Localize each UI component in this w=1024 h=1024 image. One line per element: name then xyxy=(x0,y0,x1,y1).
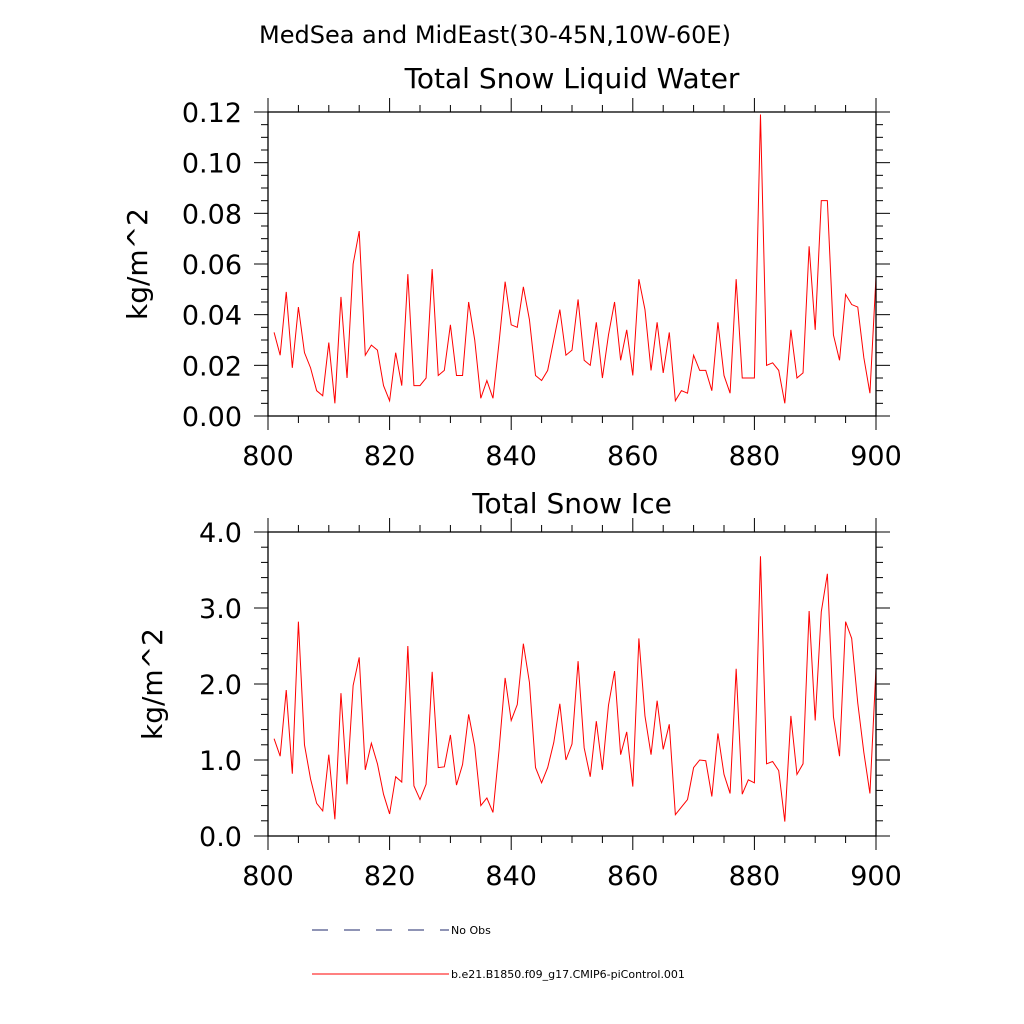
x-tick-labels: 800 820 840 860 880 900 xyxy=(242,861,902,892)
x-tick-labels: 800 820 840 860 880 900 xyxy=(242,441,902,472)
y-tick-label: 0.10 xyxy=(182,149,242,180)
x-tick-label: 880 xyxy=(729,861,781,892)
y-tick-label: 0.06 xyxy=(182,250,242,281)
figure-suptitle: MedSea and MidEast(30-45N,10W-60E) xyxy=(259,21,731,49)
legend-label: No Obs xyxy=(451,924,491,937)
panel-title: Total Snow Liquid Water xyxy=(404,62,740,95)
x-tick-label: 860 xyxy=(607,861,659,892)
y-tick-labels: 0.0 1.0 2.0 3.0 4.0 xyxy=(199,518,242,853)
legend: No Obs b.e21.B1850.f09_g17.CMIP6-piContr… xyxy=(312,924,685,981)
x-tick-label: 800 xyxy=(242,441,294,472)
panel-snow-liquid-water: Total Snow Liquid Water kg/m^2 800 820 840… xyxy=(121,62,902,472)
legend-label: b.e21.B1850.f09_g17.CMIP6-piControl.001 xyxy=(451,968,685,981)
x-tick-label: 820 xyxy=(364,441,416,472)
x-tick-label: 880 xyxy=(729,441,781,472)
series-layer xyxy=(273,556,877,822)
panel-snow-ice: Total Snow Ice kg/m^2 800 820 840 860 880 900… xyxy=(136,487,902,892)
y-axis-label: kg/m^2 xyxy=(136,628,169,740)
y-tick-label: 0.04 xyxy=(182,301,242,332)
series-line xyxy=(273,114,877,404)
y-tick-label: 0.12 xyxy=(182,98,242,129)
y-tick-label: 0.0 xyxy=(199,822,242,853)
y-tick-labels: 0.00 0.02 0.04 0.06 0.08 0.10 0.12 xyxy=(182,98,242,433)
tick-marks xyxy=(254,518,890,850)
y-axis-label: kg/m^2 xyxy=(121,208,154,320)
plot-frame xyxy=(267,531,877,837)
x-tick-label: 820 xyxy=(364,861,416,892)
y-tick-label: 4.0 xyxy=(199,518,242,549)
x-tick-label: 840 xyxy=(485,441,537,472)
y-tick-label: 1.0 xyxy=(199,746,242,777)
legend-item-model: b.e21.B1850.f09_g17.CMIP6-piControl.001 xyxy=(312,968,685,981)
x-tick-label: 800 xyxy=(242,861,294,892)
y-tick-label: 3.0 xyxy=(199,594,242,625)
series-line xyxy=(273,556,877,822)
series-layer xyxy=(273,114,877,404)
x-tick-label: 900 xyxy=(850,441,902,472)
y-tick-label: 0.08 xyxy=(182,199,242,230)
legend-item-no-obs: No Obs xyxy=(312,924,491,937)
y-tick-label: 0.02 xyxy=(182,351,242,382)
x-tick-label: 900 xyxy=(850,861,902,892)
plot-frame xyxy=(267,111,877,417)
x-tick-label: 860 xyxy=(607,441,659,472)
y-tick-label: 2.0 xyxy=(199,670,242,701)
tick-marks xyxy=(254,98,890,430)
x-tick-label: 840 xyxy=(485,861,537,892)
panel-title: Total Snow Ice xyxy=(471,487,672,520)
y-tick-label: 0.00 xyxy=(182,402,242,433)
